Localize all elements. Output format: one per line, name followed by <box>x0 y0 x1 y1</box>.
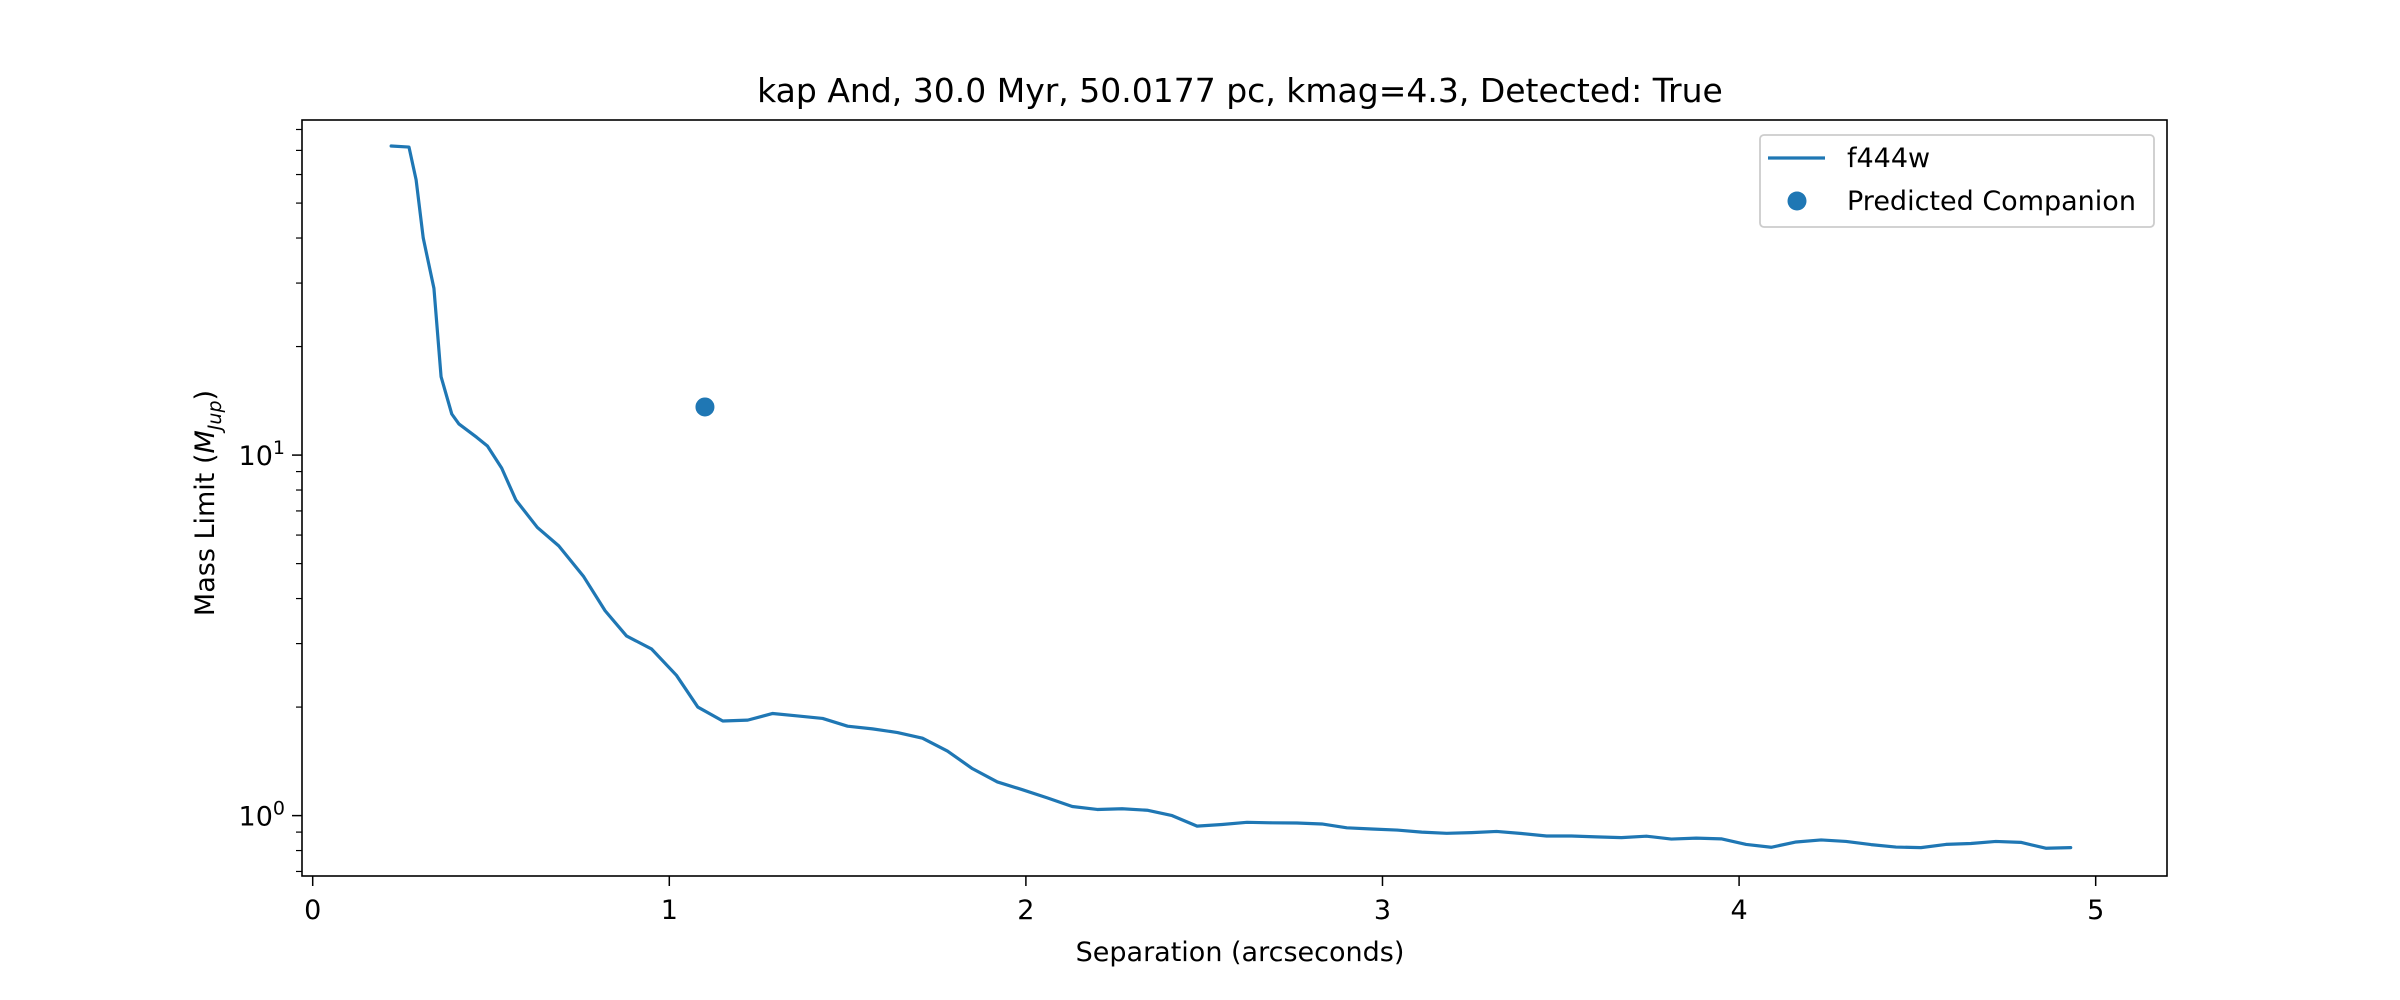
x-tick-label: 2 <box>1017 895 1034 926</box>
y-tick-label: 101 <box>239 437 285 472</box>
predicted-companion-point <box>695 397 715 417</box>
legend-item-predicted-companion: Predicted Companion <box>1787 186 2136 217</box>
legend-label: f444w <box>1847 143 1930 174</box>
x-tick-label: 1 <box>661 895 678 926</box>
plot-area <box>389 144 2073 850</box>
legend-box <box>1759 134 2155 228</box>
legend-label: Predicted Companion <box>1847 186 2136 217</box>
legend: f444w Predicted Companion <box>1759 134 2155 228</box>
legend-item-f444w: f444w <box>1768 143 1930 174</box>
axes: 0 1 2 3 4 5 100 101 <box>239 119 2168 926</box>
x-tick-label: 4 <box>1730 895 1747 926</box>
y-tick-label: 100 <box>239 798 285 833</box>
legend-dot-marker <box>1787 191 1807 211</box>
series-line-f444w <box>389 144 2073 850</box>
x-tick-label: 5 <box>2087 895 2104 926</box>
x-axis-label: Separation (arcseconds) <box>1076 937 1405 968</box>
y-axis-label: Mass Limit (MJup) <box>190 390 226 616</box>
plot-frame <box>301 119 2168 877</box>
chart-title: kap And, 30.0 Myr, 50.0177 pc, kmag=4.3,… <box>757 71 1723 110</box>
x-tick-label: 0 <box>304 895 321 926</box>
x-tick-label: 3 <box>1374 895 1391 926</box>
